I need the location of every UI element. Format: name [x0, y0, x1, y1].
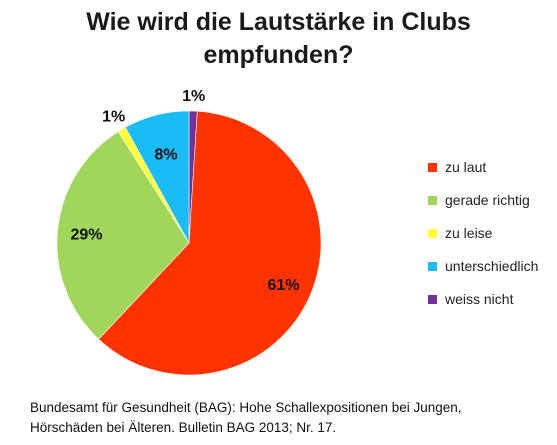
legend-label: gerade richtig [445, 192, 530, 208]
legend-label: zu laut [445, 159, 487, 175]
legend-swatch [428, 229, 437, 238]
data-label-zu-leise: 1% [102, 109, 125, 126]
chart-title: Wie wird die Lautstärke in Clubs empfund… [0, 6, 557, 72]
legend-item-gerade-richtig: gerade richtig [428, 188, 538, 221]
source-line-2: Hörschäden bei Älteren. Bulletin BAG 201… [30, 420, 337, 435]
legend-item-zu-laut: zu laut [428, 155, 538, 188]
chart-title-line-1: Wie wird die Lautstärke in Clubs [86, 8, 471, 36]
data-label-zu-laut: 61% [267, 277, 299, 294]
legend-label: weiss nicht [445, 291, 514, 307]
data-label-weiss-nicht: 1% [182, 88, 205, 105]
data-label-gerade-richtig: 29% [70, 226, 102, 243]
legend-swatch [428, 163, 437, 172]
data-label-unterschiedlich: 8% [154, 147, 177, 164]
legend-label: zu leise [445, 225, 493, 241]
legend-swatch [428, 262, 437, 271]
chart-title-line-2: empfunden? [203, 41, 354, 69]
legend-swatch [428, 196, 437, 205]
pie-slice-zu-laut [98, 110, 322, 376]
legend-item-weiss-nicht: weiss nicht [428, 287, 538, 320]
legend-label: unterschiedlich [445, 258, 539, 274]
pie-slice-gerade-richtig [56, 131, 190, 340]
source-note: Bundesamt für Gesundheit (BAG): Hohe Sch… [30, 398, 550, 438]
source-line-1: Bundesamt für Gesundheit (BAG): Hohe Sch… [30, 400, 462, 415]
pie-slice-unterschiedlich [125, 110, 190, 244]
legend-swatch [428, 295, 437, 304]
legend: zu laut gerade richtig zu leise untersch… [428, 155, 538, 320]
legend-item-zu-leise: zu leise [428, 221, 538, 254]
legend-item-unterschiedlich: unterschiedlich [428, 254, 538, 287]
